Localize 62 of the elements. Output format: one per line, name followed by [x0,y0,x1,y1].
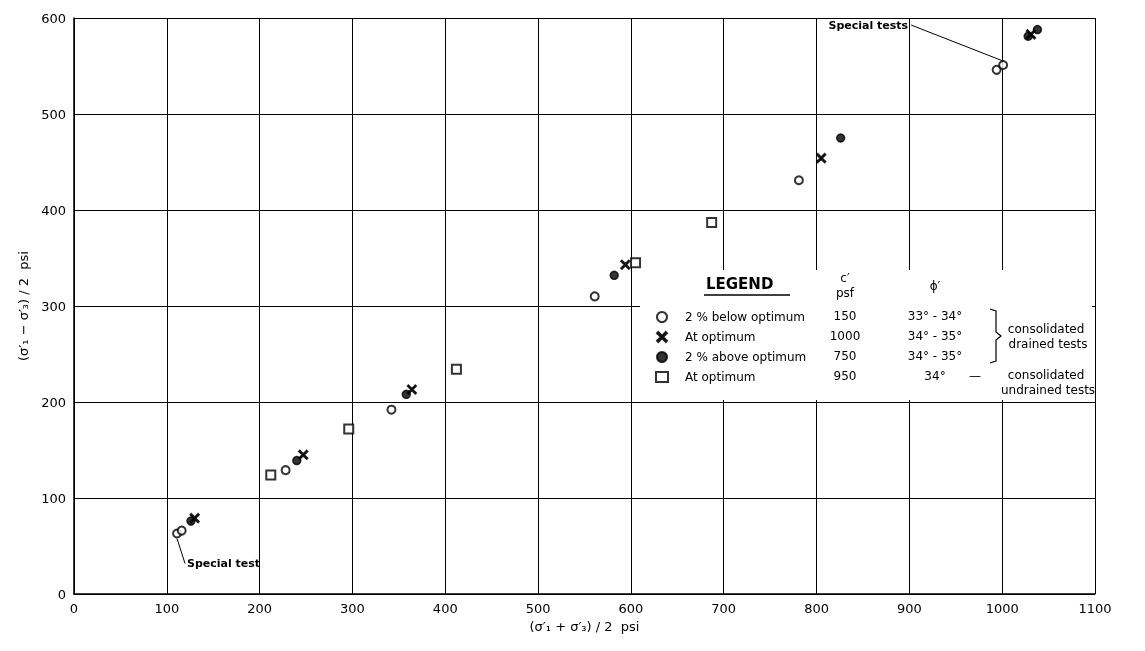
point [386,404,397,415]
annotation: ϕ′ [929,279,941,293]
point [991,64,1002,75]
point [793,175,804,186]
point [450,363,462,375]
x-tick-label: 400 [432,601,458,616]
x-tick-label: 1100 [1078,601,1112,616]
point [176,525,187,536]
annotation: 150 [833,309,857,323]
y-tick-label: 100 [41,490,66,506]
annotation: 950 [833,369,857,383]
annotation: consolidated undrained tests [1000,367,1096,397]
point [815,152,827,164]
x-tick-label: 0 [69,601,79,616]
point [280,465,291,476]
annotation: Special test [187,557,261,571]
x-tick-label: 600 [618,601,644,616]
point [265,469,277,481]
y-tick-label: 300 [41,298,66,314]
x-axis-title: (σ′₁ + σ′₃) / 2 psi [529,619,640,634]
x-tick-label: 200 [247,601,273,616]
x-tick-label: 900 [896,601,922,616]
annotation: 34° - 35° [907,329,963,343]
point [706,216,718,228]
point [630,257,642,269]
legend-label: At optimum [685,330,756,344]
y-axis-title: (σ′₁ − σ′₃) / 2 psi [16,251,31,361]
legend-label: 2 % above optimum [685,350,807,364]
y-tick-label: 400 [41,202,66,218]
point [343,423,355,435]
legend-title: LEGEND [706,274,774,293]
x-tick-label: 100 [154,601,180,616]
annotation: 34° [924,369,946,383]
x-tick-label: 800 [804,601,829,616]
annotation: 750 [833,349,857,363]
x-tick-label: 1000 [985,601,1019,616]
annotation: c′ [840,271,850,285]
point [1025,29,1037,40]
point [589,291,600,302]
annotation: Special tests [828,18,909,32]
y-tick-label: 500 [41,106,66,122]
annotation: 33° - 34° [907,309,963,323]
annotation: psf [835,286,855,300]
x-tick-label: 500 [525,601,551,616]
annotation: 34° - 35° [907,349,963,363]
point [189,512,200,524]
legend-label: At optimum [685,370,756,384]
point [998,60,1009,71]
annotation: consolidated drained tests [1007,321,1089,351]
annotation: 1000 [829,329,861,343]
y-tick-label: 0 [57,586,66,602]
point [620,259,631,270]
point [406,384,418,395]
legend-label: 2 % below optimum [685,310,805,324]
y-tick-label: 200 [41,394,66,410]
point [298,449,309,461]
y-tick-label: 600 [41,10,66,26]
x-tick-label: 300 [340,601,365,616]
annotation: — [969,369,981,383]
point [835,133,846,143]
point [609,270,619,281]
x-tick-label: 700 [711,601,737,616]
